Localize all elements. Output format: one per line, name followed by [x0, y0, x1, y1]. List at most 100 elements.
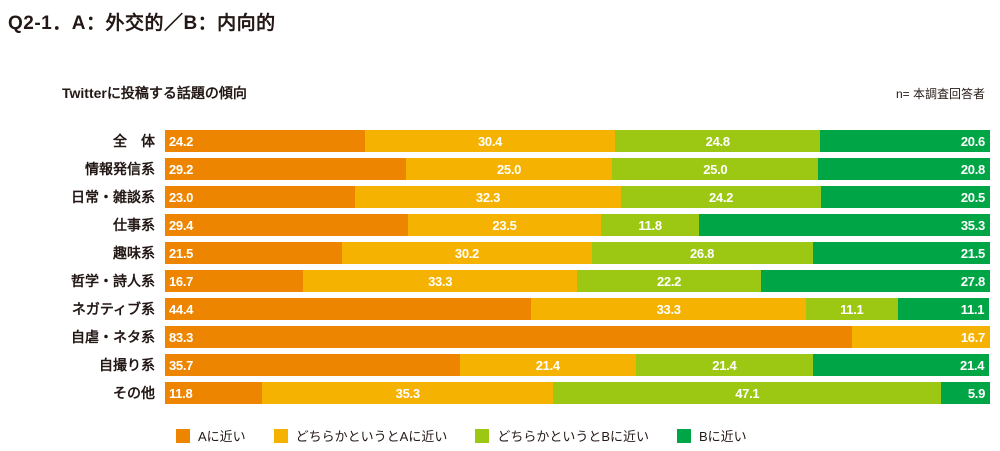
bar-track: 83.3 16.7	[165, 326, 990, 348]
segment-value-label: 20.6	[960, 133, 985, 149]
legend-swatch-icon	[677, 428, 692, 443]
n-label: n= 本調査回答者	[895, 87, 985, 101]
segment-value-label: 26.8	[690, 245, 715, 261]
segment-value-label: 29.2	[169, 161, 194, 177]
bar-track: 29.4 23.5 11.8 35.3	[165, 214, 990, 236]
segment-value-label: 21.5	[960, 245, 985, 261]
bar-segment: 11.1	[806, 298, 898, 320]
segment-value-label: 16.7	[169, 273, 194, 289]
segment-value-label: 35.7	[169, 357, 194, 373]
segment-value-label: 21.4	[960, 357, 985, 373]
segment-value-label: 24.8	[705, 133, 730, 149]
bar-segment: 24.2	[165, 130, 365, 152]
segment-value-label: 33.3	[428, 273, 453, 289]
legend-item: どちらかというとBに近い	[475, 426, 649, 445]
bar-segment: 21.5	[165, 242, 343, 264]
page-title: Q2-1．A：外交的／B：内向的	[8, 13, 276, 34]
bar-segment: 22.2	[577, 270, 761, 292]
segment-value-label: 29.4	[169, 217, 194, 233]
bar-row: ネガティブ系 44.4 33.3 11.1 11.1	[0, 298, 990, 320]
bar-row: 趣味系 21.5 30.2 26.8 21.5	[0, 242, 990, 264]
segment-value-label: 83.3	[169, 329, 194, 345]
category-label: 仕事系	[113, 217, 155, 233]
segment-value-label: 21.5	[169, 245, 194, 261]
bar-segment: 20.8	[818, 158, 990, 180]
bar-segment: 21.4	[459, 354, 637, 376]
segment-value-label: 20.5	[960, 189, 985, 205]
category-label: その他	[113, 385, 155, 401]
segment-value-label: 11.8	[169, 385, 193, 401]
legend-swatch-icon	[176, 428, 190, 443]
category-label: 自虐・ネタ系	[71, 329, 155, 345]
segment-value-label: 23.0	[169, 189, 194, 205]
bar-track: 29.2 25.0 25.0 20.8	[165, 158, 990, 180]
bar-track: 24.2 30.4 24.8 20.6	[165, 130, 990, 152]
bar-segment: 83.3	[165, 326, 853, 348]
segment-value-label: 21.4	[535, 357, 560, 373]
segment-value-label: 30.2	[454, 245, 479, 261]
bar-segment: 33.3	[531, 298, 807, 320]
bar-track: 23.0 32.3 24.2 20.5	[165, 186, 990, 208]
segment-value-label: 35.3	[960, 217, 985, 233]
bar-segment: 11.1	[897, 298, 990, 320]
bar-segment: 20.6	[820, 130, 990, 152]
bar-segment: 21.4	[636, 354, 813, 376]
segment-value-label: 33.3	[656, 301, 681, 317]
category-label: ネガティブ系	[71, 301, 155, 317]
segment-value-label: 21.4	[712, 357, 737, 373]
segment-value-label: 5.9	[967, 385, 985, 401]
legend-swatch-icon	[273, 428, 288, 443]
legend-item: Bに近い	[677, 426, 747, 445]
legend-label: どちらかというとBに近い	[497, 429, 650, 444]
segment-value-label: 30.4	[477, 133, 503, 149]
segment-value-label: 11.8	[638, 217, 662, 233]
stacked-bar-chart: 全 体 24.2 30.4 24.8 20.6 情報発信系 29.2 25.0 25.0 20.8…	[0, 130, 990, 410]
segment-value-label: 25.0	[703, 161, 728, 177]
category-label: 自撮り系	[99, 357, 155, 373]
bar-segment: 16.7	[852, 326, 990, 348]
bar-track: 11.8 35.3 47.1 5.9	[165, 382, 990, 404]
bar-segment: 11.8	[165, 382, 263, 404]
bar-segment: 25.0	[612, 158, 819, 180]
bar-track: 21.5 30.2 26.8 21.5	[165, 242, 990, 264]
segment-value-label: 27.8	[960, 273, 985, 289]
chart-title: Twitterに投稿する話題の傾向	[62, 85, 247, 101]
bar-segment: 23.5	[407, 214, 602, 236]
category-label: 全 体	[113, 133, 155, 149]
segment-value-label: 22.2	[657, 273, 682, 289]
segment-value-label: 23.5	[492, 217, 517, 233]
category-label: 情報発信系	[85, 161, 155, 177]
bar-segment: 29.2	[165, 158, 406, 180]
legend-item: どちらかというとAに近い	[273, 426, 447, 445]
bar-segment: 11.8	[601, 214, 699, 236]
bar-segment: 44.4	[165, 298, 532, 320]
bar-segment: 33.3	[302, 270, 578, 292]
bar-segment: 16.7	[165, 270, 303, 292]
bar-segment: 35.3	[262, 382, 554, 404]
bar-segment: 21.5	[812, 242, 990, 264]
category-label: 日常・雑談系	[71, 189, 155, 205]
segment-value-label: 20.8	[960, 161, 985, 177]
category-label: 哲学・詩人系	[71, 273, 155, 289]
legend: Aに近い どちらかというとAに近い どちらかというとBに近い Bに近い	[176, 426, 747, 445]
bar-track: 16.7 33.3 22.2 27.8	[165, 270, 990, 292]
bar-row: 自撮り系 35.7 21.4 21.4 21.4	[0, 354, 990, 376]
bar-segment: 47.1	[553, 382, 942, 404]
segment-value-label: 32.3	[475, 189, 501, 205]
segment-value-label: 16.7	[960, 329, 985, 345]
bar-segment: 25.0	[405, 158, 613, 180]
bar-segment: 35.7	[165, 354, 460, 376]
bar-segment: 35.3	[698, 214, 990, 236]
bar-segment: 30.4	[364, 130, 616, 152]
segment-value-label: 24.2	[708, 189, 734, 205]
bar-row: 情報発信系 29.2 25.0 25.0 20.8	[0, 158, 990, 180]
bar-row: 自虐・ネタ系 83.3 16.7	[0, 326, 990, 348]
bar-segment: 5.9	[941, 382, 990, 404]
bar-row: その他 11.8 35.3 47.1 5.9	[0, 382, 990, 404]
bar-segment: 20.5	[820, 186, 990, 208]
bar-track: 35.7 21.4 21.4 21.4	[165, 354, 990, 376]
legend-swatch-icon	[475, 428, 490, 443]
segment-value-label: 25.0	[496, 161, 522, 177]
legend-item: Aに近い	[176, 426, 246, 445]
